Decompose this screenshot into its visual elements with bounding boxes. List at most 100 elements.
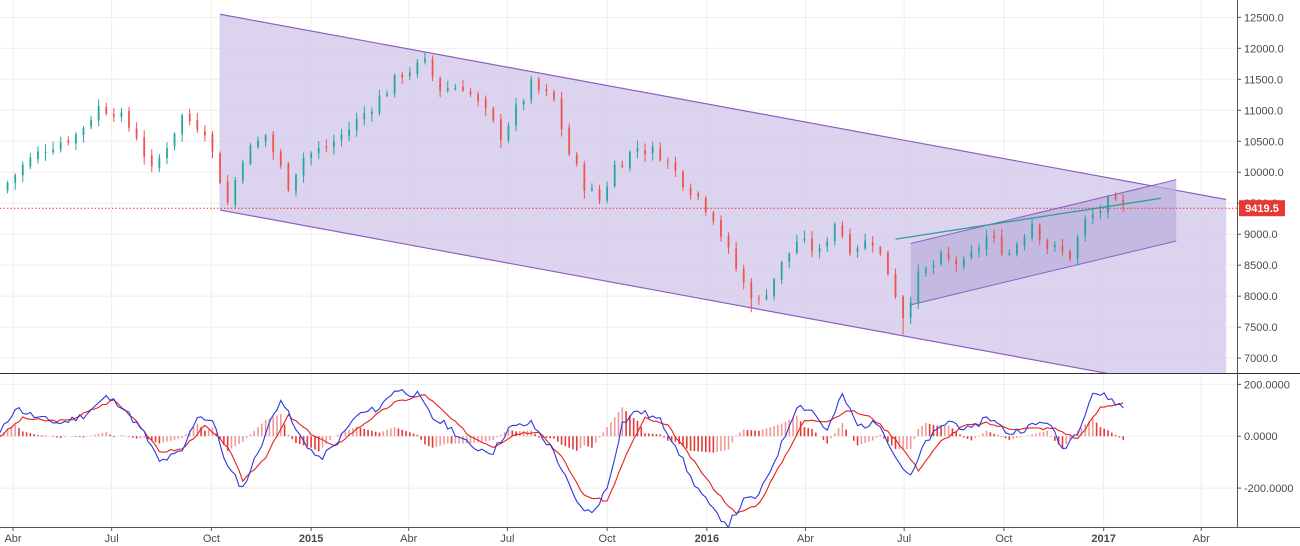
candle-body [712, 212, 715, 221]
candle-body [978, 248, 980, 251]
candle-body [887, 251, 889, 275]
y-tick-label: 12000.0 [1244, 43, 1284, 55]
candle-body [674, 162, 677, 171]
candle-body [864, 240, 867, 249]
y-tick-label: 11500.0 [1244, 74, 1283, 86]
candle-body [1107, 196, 1109, 213]
candle-body [302, 157, 305, 176]
candle-body [90, 120, 92, 127]
x-tick-label: Oct [599, 533, 616, 545]
candle-body [120, 112, 123, 118]
candle-body [795, 241, 798, 253]
candle-body [287, 163, 290, 191]
price-axis: 12500.0 12000.0 11500.0 11000.0 10500.0 10000… [1237, 12, 1284, 365]
y-tick-label: 11000.0 [1244, 105, 1283, 117]
candle-body [553, 91, 555, 100]
x-tick-label: Abr [4, 533, 21, 545]
y-tick-label: 8000.0 [1244, 291, 1278, 303]
candle-body [348, 129, 350, 137]
candle-body [720, 219, 722, 237]
candle-body [666, 160, 669, 162]
candle-body [355, 119, 358, 131]
macd-tick-label: -200.0000 [1244, 483, 1294, 495]
candle-body [560, 97, 563, 129]
candle-body [67, 140, 70, 143]
candle-body [29, 157, 32, 167]
candle-body [211, 133, 214, 152]
macd-line [0, 389, 1124, 527]
candle-body [272, 134, 275, 153]
candle-body [241, 162, 244, 181]
candle-body [469, 91, 472, 95]
descending-channel-upper [219, 13, 1227, 201]
x-tick-label: Abr [1193, 533, 1210, 545]
candle-body [742, 269, 745, 283]
candle-body [97, 105, 100, 121]
candle-body [750, 282, 753, 299]
candle-body [1114, 194, 1117, 200]
candle-body [765, 295, 768, 299]
y-tick-label: 9000.0 [1244, 229, 1278, 241]
current-price-badge: 9419.5 [1239, 200, 1285, 217]
candle-body [591, 188, 593, 191]
candle-body [811, 238, 813, 252]
y-tick-label: 7000.0 [1244, 353, 1278, 365]
candle-body [932, 265, 935, 268]
candle-body [507, 125, 510, 141]
candle-body [902, 296, 904, 319]
candle-body [909, 302, 912, 318]
rising-channel-lower [910, 240, 1177, 306]
candle-body [6, 182, 9, 191]
candle-body [1076, 236, 1079, 259]
candle-body [879, 247, 882, 254]
candle-body [841, 225, 844, 236]
candle-body [659, 147, 662, 161]
candle-body [1122, 200, 1125, 205]
candle-body [818, 247, 821, 252]
candle-body [249, 145, 252, 165]
candle-body [940, 252, 942, 264]
candle-body [583, 164, 586, 191]
candle-body [484, 99, 487, 109]
candle-body [82, 127, 85, 135]
x-tick-label: Abr [797, 533, 814, 545]
candle-body [644, 150, 646, 155]
candle-body [105, 106, 108, 114]
candle-body [651, 146, 654, 154]
candle-body [773, 278, 775, 297]
candle-body [234, 180, 237, 205]
candle-body [993, 235, 996, 238]
candle-body [924, 268, 927, 274]
x-tick-label: Jul [500, 533, 514, 545]
candle-body [1053, 245, 1056, 248]
x-tick-label: Jul [105, 533, 119, 545]
candle-body [1008, 253, 1011, 255]
macd-pane [0, 389, 1124, 527]
rising-channel [910, 179, 1177, 305]
x-tick-label: 2016 [695, 533, 719, 545]
candle-body [181, 115, 184, 134]
candle-body [947, 253, 950, 259]
candle-body [970, 251, 973, 258]
candle-body [917, 271, 920, 304]
candle-body [606, 186, 609, 201]
candle-body [317, 148, 320, 154]
candle-body [52, 149, 55, 153]
candle-body [849, 234, 851, 254]
candle-body [363, 113, 366, 120]
candle-body [568, 127, 571, 155]
time-axis: Abr Jul Oct 2015 Abr Jul Oct 2016 Abr Jul Oct 2017 A… [4, 527, 1210, 545]
current-price-label: 9419.5 [1245, 203, 1279, 215]
candle-body [279, 151, 282, 166]
macd-histogram [0, 407, 1124, 453]
x-tick-label: 2015 [299, 533, 323, 545]
candle-body [621, 164, 624, 167]
candles [6, 52, 1125, 335]
candle-body [682, 171, 684, 188]
candle-body [522, 100, 525, 105]
x-tick-label: Abr [400, 533, 417, 545]
candle-body [689, 188, 692, 195]
x-tick-label: 2017 [1091, 533, 1115, 545]
candle-body [416, 62, 419, 74]
